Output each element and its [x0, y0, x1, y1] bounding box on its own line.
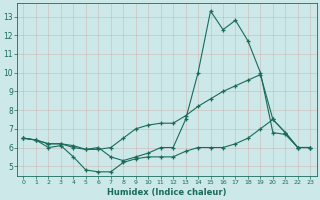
X-axis label: Humidex (Indice chaleur): Humidex (Indice chaleur): [107, 188, 227, 197]
